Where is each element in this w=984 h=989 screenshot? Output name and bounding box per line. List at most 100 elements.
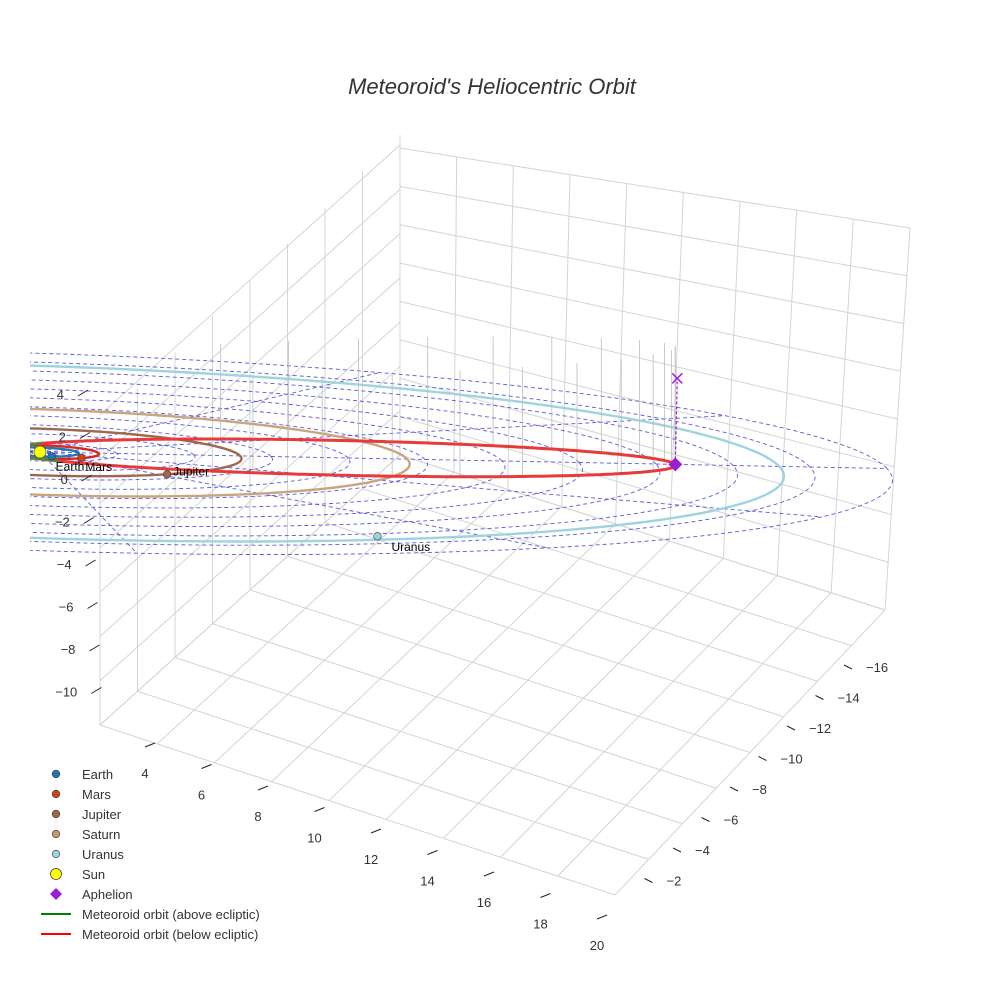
z-tick-label: −8 [61,642,76,657]
legend-item: Saturn [51,827,120,842]
x-tick-label: 20 [590,938,604,953]
grid-line [399,224,904,324]
ecliptic-spoke [39,451,822,518]
grid-line [399,454,886,611]
y-tick [644,878,653,883]
point-label-uranus: Uranus [391,540,430,554]
grid-line [99,321,401,593]
legend-item: Earth [51,767,113,782]
orbit-mars [30,443,101,461]
ecliptic-ring [30,370,738,537]
z-tick-label: 4 [57,387,64,402]
x-tick-label: 16 [477,895,491,910]
ecliptic-spoke [39,451,888,469]
ecliptic-ring [30,388,583,518]
x-tick-label: 8 [254,809,261,824]
x-tick [370,828,382,834]
ecliptic-ring [30,352,893,555]
legend-marker [51,789,61,799]
grid-line [399,339,895,468]
legend-label: Uranus [82,847,124,862]
y-tick [843,664,853,670]
aphelion-dropline [674,378,678,465]
legend-label: Meteoroid orbit (below ecliptic) [82,927,258,942]
legend-label: Jupiter [82,807,122,822]
grid-line [399,301,898,420]
legend-item: Sun [50,867,105,882]
z-tick-label: −6 [59,600,74,615]
y-tick-label: −14 [838,691,860,706]
grid-line [399,185,907,277]
point-label-earth: Earth [56,459,85,473]
z-tick [83,517,94,524]
z-tick [79,432,91,439]
legend-label: Earth [82,767,113,782]
legend-item: Mars [51,787,111,802]
ecliptic-ring [30,442,118,462]
legend-marker [50,868,62,880]
grid-line [99,233,401,504]
point-label-mars: Mars [85,460,112,474]
z-tick [91,687,102,694]
grid-line [362,488,852,647]
y-tick-label: −12 [809,721,831,736]
y-tick-label: −2 [667,874,682,889]
ecliptic-spoke [39,415,726,453]
planet-earth [47,452,56,461]
meteoroid-orbit-below [30,437,678,479]
z-tick-label: 0 [61,472,68,487]
legend-item: Aphelion [50,887,133,902]
grid-line [399,416,889,563]
x-tick-label: 6 [198,788,205,803]
grid-line [99,410,401,682]
drop-lines [220,336,676,477]
y-tick-label: −16 [866,660,888,675]
x-tick-label: 14 [420,874,434,889]
y-tick-label: −6 [724,813,739,828]
orbit-earth [30,446,80,458]
y-tick-label: −10 [781,752,803,767]
y-tick [815,695,824,700]
axes: 420−2−4−6−8−10468101214161820−16−14−12−1… [55,387,888,953]
x-tick [314,807,325,812]
planet-jupiter [163,470,172,479]
orbit-uranus [30,364,786,543]
x-tick [540,893,551,898]
x-tick-label: 4 [141,766,148,781]
y-tick [786,725,796,731]
grid-line [99,454,401,726]
legend-item: Meteoroid orbit (below ecliptic) [41,927,258,942]
y-tick [672,847,682,853]
z-tick [89,644,100,652]
grid-line [212,623,717,789]
point-label-jupiter: Jupiter [173,464,209,478]
legend: Earth Mars Jupiter Saturn Uranus Sun Aphelion M… [41,767,260,942]
z-tick [77,389,89,397]
y-tick [729,786,739,792]
z-tick-label: 2 [59,430,66,445]
legend-marker [51,809,61,819]
planet-uranus [373,532,382,541]
x-tick [257,785,269,791]
y-tick-label: −4 [695,843,710,858]
legend-marker [50,888,62,900]
grid-line [249,589,751,753]
legend-item: Jupiter [51,807,122,822]
x-tick-label: 18 [533,917,547,932]
legend-item: Meteoroid orbit (above ecliptic) [41,907,260,922]
x-tick-label: 12 [364,852,378,867]
legend-marker [51,829,61,839]
grid-line [99,366,401,637]
ecliptic-spoke [30,451,41,455]
grid-line [99,277,401,549]
grid-line [324,522,818,682]
ecliptic-spoke [30,450,41,453]
planet-mars [77,453,86,462]
z-tick [87,602,98,609]
y-tick [758,756,767,761]
z-tick [81,474,93,482]
legend-label: Mars [82,787,111,802]
orbit-jupiter [30,427,243,478]
